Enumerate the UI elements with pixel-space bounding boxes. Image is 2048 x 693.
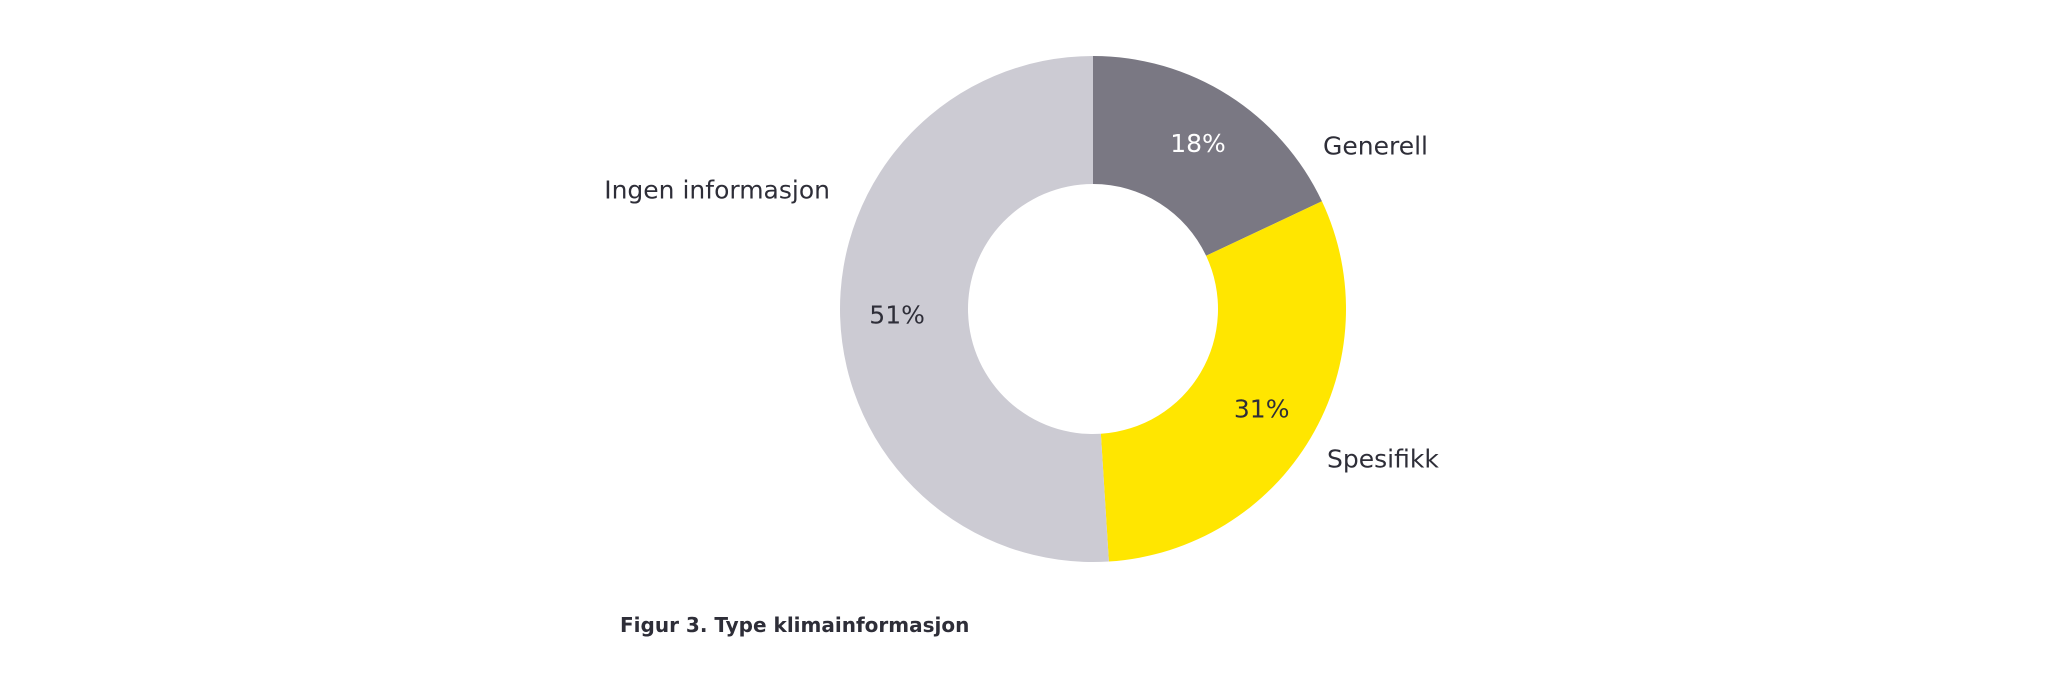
value-labels: 18% 31% 51%	[869, 129, 1289, 423]
value-label-ingen-informasjon: 51%	[869, 301, 925, 330]
category-label-generell: Generell	[1323, 132, 1428, 161]
donut-slices	[840, 56, 1346, 562]
category-label-ingen-informasjon: Ingen informasjon	[604, 176, 830, 205]
value-label-generell: 18%	[1170, 129, 1226, 158]
category-labels: Generell Spesifikk Ingen informasjon	[604, 132, 1439, 474]
slice-ingen-informasjon	[840, 56, 1109, 562]
slice-generell	[1093, 56, 1322, 256]
figure-caption: Figur 3. Type klimainformasjon	[620, 613, 970, 637]
value-label-spesifikk: 31%	[1234, 394, 1290, 423]
category-label-spesifikk: Spesifikk	[1327, 445, 1439, 474]
slice-spesifikk	[1100, 201, 1346, 562]
